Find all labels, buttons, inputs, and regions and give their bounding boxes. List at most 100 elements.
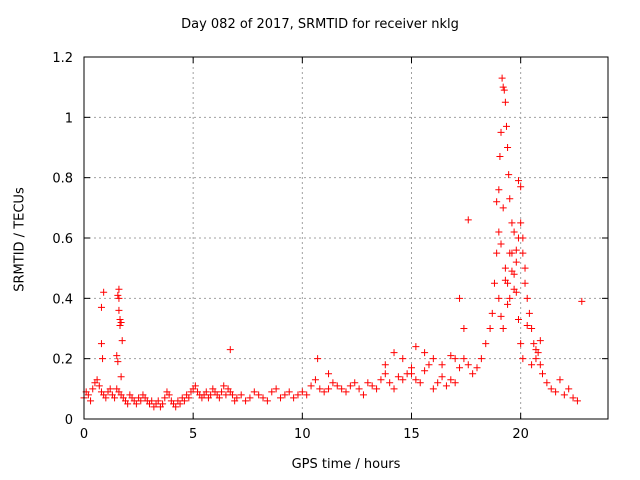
- data-point: [517, 183, 525, 191]
- data-point: [281, 391, 289, 399]
- x-tick-label: 0: [80, 427, 88, 442]
- data-point: [438, 361, 446, 369]
- data-point: [521, 264, 529, 272]
- data-point: [552, 388, 560, 396]
- data-point: [514, 315, 522, 323]
- data-point: [416, 379, 424, 387]
- data-point: [346, 382, 354, 390]
- data-point: [460, 325, 468, 332]
- data-point: [508, 267, 516, 275]
- data-points: [80, 74, 586, 411]
- data-point: [285, 388, 293, 396]
- data-point: [536, 361, 544, 369]
- data-point: [495, 186, 503, 194]
- data-point: [185, 394, 193, 402]
- data-point: [364, 379, 372, 387]
- data-point: [498, 74, 506, 82]
- data-point: [499, 325, 507, 332]
- data-point: [116, 321, 124, 329]
- data-point: [519, 355, 527, 363]
- data-point: [355, 385, 363, 393]
- data-point: [447, 376, 455, 384]
- data-point: [218, 388, 226, 396]
- data-point: [220, 382, 228, 390]
- data-point: [215, 394, 223, 402]
- data-point: [497, 312, 505, 320]
- y-tick-label: 0.2: [52, 353, 73, 368]
- data-point: [500, 86, 508, 94]
- data-point: [506, 195, 514, 203]
- data-point: [499, 204, 507, 212]
- y-tick-label: 1: [65, 111, 73, 126]
- data-point: [259, 394, 267, 402]
- data-point: [578, 297, 586, 305]
- data-point: [97, 340, 105, 348]
- data-point: [497, 128, 505, 136]
- data-point: [543, 379, 551, 387]
- y-tick-label: 0: [65, 413, 73, 428]
- data-point: [556, 376, 564, 384]
- data-point: [118, 337, 126, 345]
- data-point: [165, 391, 173, 399]
- data-point: [329, 379, 337, 387]
- plot-frame: [83, 56, 609, 420]
- data-point: [512, 246, 520, 254]
- data-point: [532, 355, 540, 363]
- data-point: [425, 361, 433, 369]
- data-point: [499, 83, 507, 91]
- data-point: [495, 294, 503, 302]
- data-point: [505, 171, 513, 179]
- data-point: [359, 391, 367, 399]
- data-point: [303, 391, 311, 399]
- data-point: [99, 355, 107, 363]
- data-point: [510, 228, 518, 236]
- data-point: [84, 391, 92, 399]
- data-point: [89, 385, 97, 393]
- data-point: [342, 388, 350, 396]
- data-point: [117, 318, 125, 326]
- data-point: [486, 325, 494, 332]
- data-point: [106, 385, 114, 393]
- data-point: [495, 228, 503, 236]
- data-point: [493, 198, 501, 206]
- y-axis-label: SRMTID / TECUs: [12, 187, 28, 292]
- data-point: [512, 258, 520, 266]
- data-point: [517, 219, 525, 227]
- axis-ticks: 0 5 10 15 20 0 0.2 0.4 0.6 0.8 1 1.2: [52, 51, 608, 442]
- data-point: [154, 397, 162, 405]
- data-point: [207, 391, 215, 399]
- data-point: [222, 391, 230, 399]
- data-point: [381, 370, 389, 378]
- data-point: [539, 370, 546, 378]
- data-point: [528, 361, 536, 369]
- data-point: [460, 355, 468, 363]
- data-point: [497, 240, 505, 248]
- x-tick-label: 5: [189, 427, 197, 442]
- data-point: [381, 361, 389, 369]
- y-tick-label: 0.8: [52, 172, 73, 187]
- data-point: [501, 98, 509, 106]
- data-point: [399, 355, 407, 363]
- data-point: [255, 391, 263, 399]
- data-point: [506, 249, 514, 257]
- data-point: [97, 303, 105, 311]
- data-point: [421, 349, 429, 357]
- data-point: [429, 385, 437, 393]
- data-point: [469, 370, 477, 378]
- data-point: [95, 382, 103, 390]
- data-point: [117, 373, 125, 381]
- data-point: [159, 400, 167, 408]
- data-point: [390, 385, 398, 393]
- x-tick-label: 15: [403, 427, 420, 442]
- data-point: [490, 279, 498, 287]
- data-point: [351, 379, 359, 387]
- data-point: [172, 403, 180, 411]
- data-point: [161, 394, 169, 402]
- y-tick-label: 0.6: [52, 232, 73, 247]
- data-point: [488, 309, 496, 317]
- data-point: [519, 234, 527, 242]
- data-point: [521, 279, 529, 287]
- data-point: [560, 391, 568, 399]
- data-point: [456, 364, 464, 372]
